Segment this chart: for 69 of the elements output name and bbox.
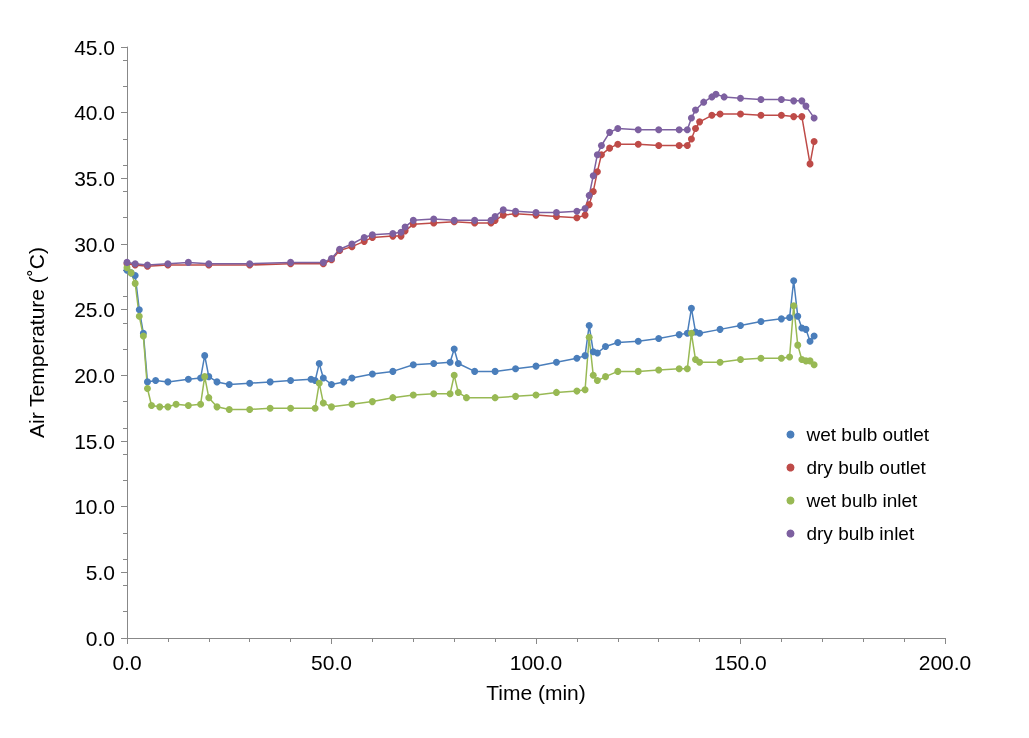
y-tick-label: 40.0: [74, 101, 115, 125]
y-tick-label: 20.0: [74, 363, 115, 387]
point: [737, 94, 744, 102]
y-axis-title: Air Temperature (˚C): [25, 247, 48, 438]
y-tick-label: 0.0: [85, 626, 115, 650]
point: [499, 206, 507, 214]
point: [687, 135, 695, 143]
point: [614, 124, 622, 132]
point: [597, 142, 605, 149]
point: [700, 98, 708, 106]
y-tick-label: 5.0: [85, 560, 115, 584]
x-axis-title: Time (min): [486, 681, 586, 704]
point: [810, 114, 818, 122]
point: [634, 140, 642, 148]
point: [790, 97, 798, 105]
legend-label: dry bulb inlet: [806, 523, 915, 544]
x-tick-label: 150.0: [714, 651, 767, 674]
point: [593, 168, 601, 176]
point: [581, 205, 589, 213]
point: [606, 144, 614, 152]
point: [430, 215, 438, 223]
x-tick-label: 0.0: [112, 651, 142, 674]
y-tick-label: 25.0: [74, 298, 115, 322]
point: [655, 126, 663, 134]
point: [552, 208, 560, 216]
point: [675, 126, 683, 134]
point: [589, 187, 597, 195]
x-tick-label: 50.0: [311, 651, 352, 674]
point: [491, 212, 499, 220]
point: [634, 126, 642, 134]
legend-label: wet bulb inlet: [805, 490, 919, 511]
point: [790, 113, 798, 121]
point: [675, 142, 683, 149]
point: [798, 113, 806, 121]
point: [687, 114, 695, 122]
y-tick-label: 35.0: [74, 166, 115, 190]
y-tick-label: 45.0: [74, 35, 115, 59]
point: [692, 106, 700, 114]
point: [757, 96, 765, 104]
point: [720, 93, 728, 101]
point: [712, 90, 720, 98]
x-tick-label: 200.0: [918, 651, 972, 674]
point: [360, 233, 368, 241]
point: [810, 138, 818, 146]
y-tick-label: 15.0: [74, 429, 115, 453]
point: [798, 97, 806, 105]
point: [777, 111, 785, 119]
point: [589, 172, 597, 180]
point: [777, 96, 785, 104]
point: [409, 216, 417, 224]
point: [737, 110, 744, 118]
point: [184, 258, 192, 266]
y-tick-label: 30.0: [74, 232, 115, 256]
point: [585, 191, 593, 199]
point: [708, 111, 716, 119]
point: [593, 151, 601, 159]
y-tick-label: 10.0: [74, 495, 115, 519]
point: [614, 140, 622, 148]
point: [692, 124, 700, 132]
point: [655, 142, 663, 149]
point: [757, 111, 765, 119]
point: [683, 142, 691, 149]
point: [573, 207, 581, 215]
legend-label: dry bulb outlet: [806, 457, 927, 478]
point: [683, 126, 691, 134]
point: [696, 118, 704, 126]
legend-label: wet bulb outlet: [805, 424, 930, 445]
point: [606, 128, 614, 136]
x-tick-label: 100.0: [509, 651, 563, 674]
